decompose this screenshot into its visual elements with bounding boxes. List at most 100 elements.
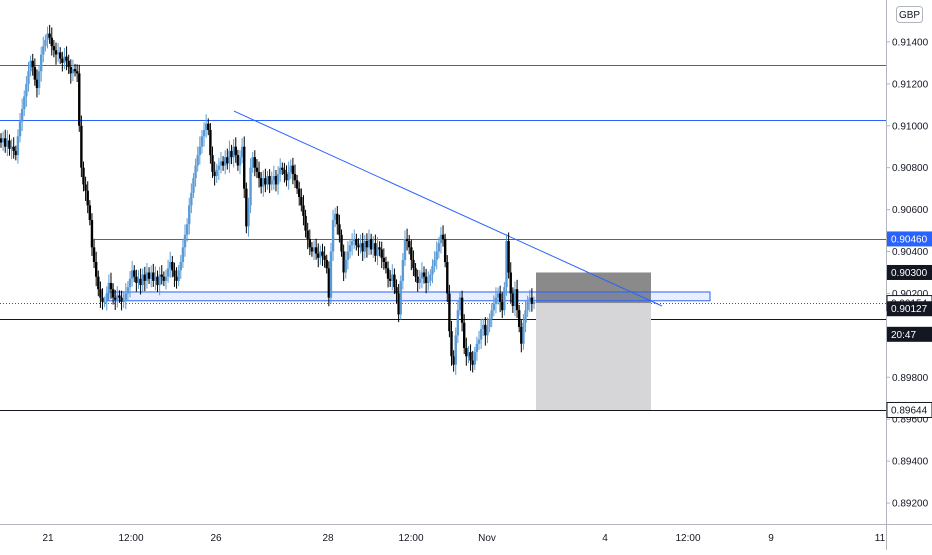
candle-body [18, 121, 22, 137]
candle-body [200, 136, 204, 147]
candle-body [23, 96, 26, 109]
candle-body [467, 352, 470, 357]
candle-body [346, 251, 350, 260]
candle-body [194, 165, 197, 179]
candle-body [477, 339, 481, 344]
candle-body [101, 297, 104, 302]
candle-body [247, 205, 250, 227]
candle-body [338, 224, 341, 235]
candle-body [492, 303, 496, 311]
stop-area[interactable] [536, 272, 651, 304]
candle-body [308, 238, 312, 248]
target-area[interactable] [536, 303, 651, 410]
candle-body [141, 274, 144, 286]
candle-body [276, 173, 280, 185]
candle-body [422, 272, 426, 277]
candle-body [283, 169, 286, 174]
currency-label: GBP [899, 10, 920, 21]
y-tick-label: 0.89800 [892, 373, 929, 384]
candle-body [84, 184, 87, 191]
candle-body [183, 234, 187, 248]
candle-body [54, 50, 58, 55]
candle-body [16, 136, 20, 156]
price-tag-box [887, 326, 932, 342]
support-zone[interactable] [107, 291, 711, 302]
candle-body [310, 247, 314, 252]
candle-body [39, 54, 43, 72]
candle-body [202, 129, 206, 137]
candle-body [145, 272, 149, 281]
candle-body [448, 293, 451, 332]
candle-body [160, 274, 163, 277]
x-tick-label: 21 [42, 533, 54, 544]
candle-body [166, 268, 170, 277]
price-tag-box [887, 231, 932, 247]
candle-body [372, 243, 375, 250]
candle-body [503, 287, 506, 311]
candle-body [300, 197, 303, 206]
candle-body [73, 69, 77, 72]
candle-body [25, 83, 28, 97]
candle-body [0, 138, 3, 143]
candle-body [94, 262, 98, 277]
candle-body [71, 69, 75, 74]
candle-body [363, 241, 366, 252]
candle-body [369, 238, 373, 250]
candle-body [287, 171, 290, 181]
candle-body [530, 297, 534, 304]
candle-body [158, 274, 161, 286]
candle-body [1, 138, 5, 143]
candle-body [289, 165, 292, 172]
candle-body [75, 71, 79, 74]
candle-body [103, 301, 106, 303]
x-tick-label: 4 [602, 533, 608, 544]
candle-body [154, 276, 157, 281]
candle-body [517, 310, 521, 327]
horizontal-levels[interactable] [0, 65, 886, 411]
currency-badge[interactable]: GBP [896, 6, 923, 23]
x-tick-label: 12:00 [398, 533, 423, 544]
candle-body [486, 326, 489, 336]
candle-body [386, 268, 390, 279]
candle-body [44, 39, 47, 47]
candle-body [63, 56, 66, 63]
candle-body [319, 251, 322, 258]
candle-body [388, 278, 392, 281]
candle-body [507, 241, 510, 273]
y-tick-label: 0.91400 [892, 37, 929, 48]
candle-body [382, 257, 386, 262]
candle-body [456, 310, 460, 336]
candle-body [408, 241, 411, 248]
candle-body [431, 266, 434, 275]
price-tag-box [887, 264, 932, 280]
candle-body [59, 52, 62, 59]
price-tag-label: 0.90127 [891, 304, 928, 315]
candle-body [304, 215, 307, 231]
candle-body [211, 155, 214, 172]
trendline[interactable] [233, 110, 663, 307]
candle-body [333, 213, 337, 221]
candle-body [515, 289, 519, 311]
candle-body [42, 46, 45, 55]
candle-body [505, 241, 508, 288]
candle-body [179, 262, 182, 271]
candle-body [209, 129, 212, 156]
candle-body [122, 299, 125, 302]
trendline-segment[interactable] [233, 110, 663, 307]
candle-body [171, 262, 174, 271]
zone-rect[interactable] [107, 291, 711, 302]
candle-body [452, 356, 455, 365]
candle-body [331, 220, 335, 252]
candle-body [365, 241, 369, 248]
candle-body [29, 60, 32, 72]
candle-body [270, 180, 273, 185]
candle-body [264, 178, 267, 185]
candle-body [526, 301, 529, 311]
candle-body [312, 247, 316, 252]
x-tick-label: 12:00 [118, 533, 143, 544]
candle-body [192, 178, 195, 193]
candle-body [14, 150, 18, 156]
position-tool[interactable] [536, 272, 651, 410]
